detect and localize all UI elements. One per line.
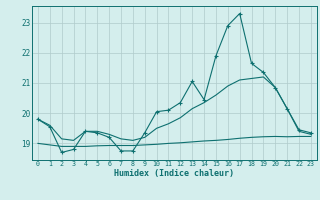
X-axis label: Humidex (Indice chaleur): Humidex (Indice chaleur) <box>115 169 234 178</box>
